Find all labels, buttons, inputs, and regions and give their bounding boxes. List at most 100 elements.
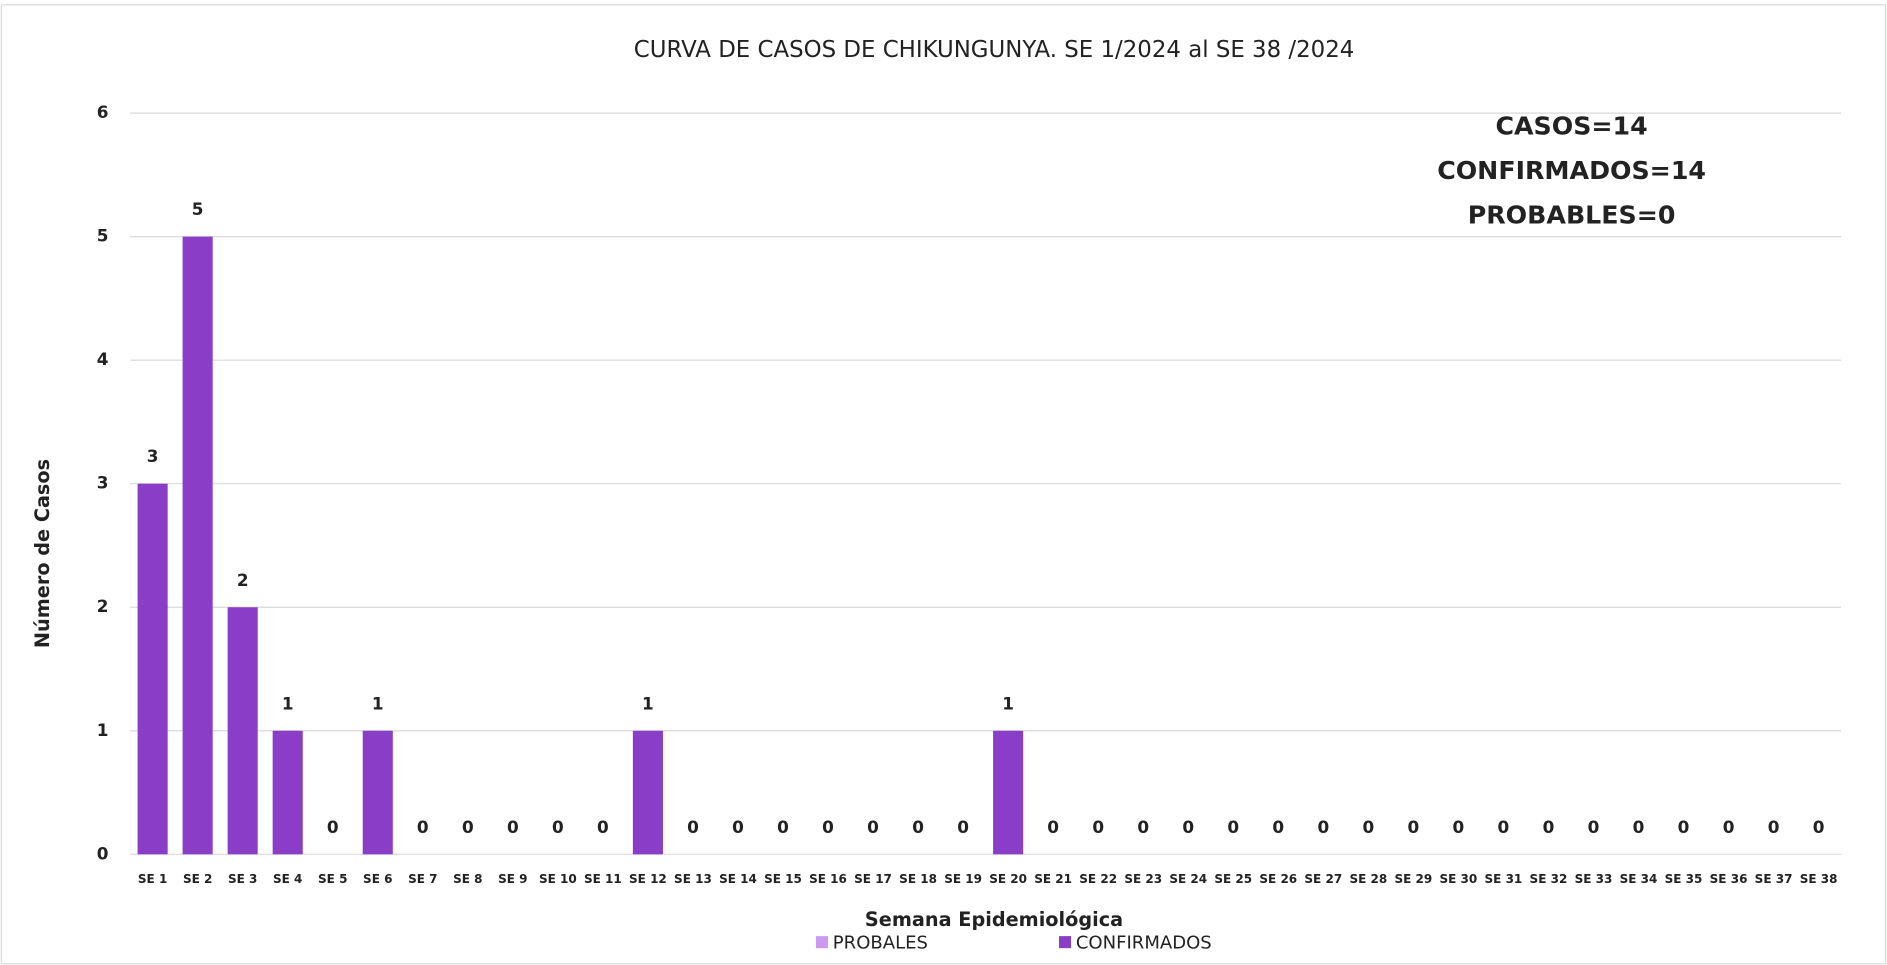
bar — [362, 730, 393, 855]
bar — [632, 730, 663, 855]
annotation: PROBABLES=0 — [1468, 201, 1676, 230]
x-tick-label: SE 30 — [1440, 872, 1478, 886]
data-label: 0 — [867, 817, 879, 837]
x-tick-label: SE 28 — [1349, 872, 1387, 886]
x-tick-label: SE 26 — [1259, 872, 1297, 886]
legend-label: CONFIRMADOS — [1076, 932, 1212, 953]
x-tick-label: SE 18 — [899, 872, 937, 886]
legend-label: PROBALES — [833, 932, 928, 953]
data-label: 1 — [1002, 693, 1014, 713]
data-label: 0 — [1498, 817, 1510, 837]
data-label: 0 — [1227, 817, 1239, 837]
x-tick-label: SE 24 — [1169, 872, 1207, 886]
x-tick-label: SE 14 — [719, 872, 757, 886]
data-label: 0 — [552, 817, 564, 837]
y-tick-label: 2 — [97, 596, 109, 616]
data-label: 5 — [192, 199, 204, 219]
x-tick-label: SE 16 — [809, 872, 847, 886]
data-label: 0 — [822, 817, 834, 837]
data-label: 0 — [1813, 817, 1825, 837]
data-label: 0 — [1362, 817, 1374, 837]
x-tick-label: SE 17 — [854, 872, 892, 886]
x-tick-label: SE 8 — [453, 872, 482, 886]
data-label: 3 — [147, 446, 159, 466]
y-axis-label: Número de Casos — [31, 459, 54, 648]
data-label: 0 — [1047, 817, 1059, 837]
bar — [272, 730, 303, 855]
annotation: CONFIRMADOS=14 — [1437, 156, 1706, 185]
data-label: 0 — [1272, 817, 1284, 837]
y-tick-label: 5 — [97, 226, 109, 246]
x-tick-label: SE 38 — [1800, 872, 1838, 886]
x-tick-label: SE 15 — [764, 872, 802, 886]
x-tick-label: SE 9 — [498, 872, 527, 886]
data-label: 0 — [912, 817, 924, 837]
data-label: 0 — [1543, 817, 1555, 837]
y-tick-label: 4 — [97, 349, 109, 369]
x-tick-label: SE 22 — [1079, 872, 1117, 886]
x-tick-label: SE 23 — [1124, 872, 1162, 886]
bar — [993, 730, 1024, 855]
x-tick-label: SE 10 — [539, 872, 577, 886]
data-label: 0 — [1588, 817, 1600, 837]
data-label: 2 — [237, 570, 249, 590]
x-tick-label: SE 1 — [138, 872, 167, 886]
y-tick-label: 6 — [97, 102, 109, 122]
x-axis-label: Semana Epidemiológica — [865, 908, 1123, 931]
x-tick-label: SE 20 — [989, 872, 1027, 886]
x-tick-label: SE 21 — [1034, 872, 1072, 886]
bar — [227, 607, 258, 855]
x-tick-label: SE 5 — [318, 872, 347, 886]
x-tick-label: SE 7 — [408, 872, 437, 886]
data-label: 0 — [1092, 817, 1104, 837]
x-tick-label: SE 31 — [1485, 872, 1523, 886]
data-label: 0 — [507, 817, 519, 837]
data-label: 0 — [1182, 817, 1194, 837]
data-label: 0 — [732, 817, 744, 837]
data-label: 0 — [1678, 817, 1690, 837]
annotation: CASOS=14 — [1495, 112, 1647, 141]
x-tick-label: SE 11 — [584, 872, 622, 886]
data-label: 0 — [687, 817, 699, 837]
data-label: 0 — [1137, 817, 1149, 837]
data-label: 0 — [1317, 817, 1329, 837]
x-tick-label: SE 13 — [674, 872, 712, 886]
x-tick-label: SE 27 — [1304, 872, 1342, 886]
data-label: 0 — [1408, 817, 1420, 837]
x-tick-label: SE 35 — [1665, 872, 1703, 886]
x-tick-label: SE 6 — [363, 872, 392, 886]
x-tick-label: SE 34 — [1620, 872, 1658, 886]
x-tick-label: SE 2 — [183, 872, 212, 886]
y-tick-label: 3 — [97, 473, 109, 493]
y-tick-label: 0 — [97, 843, 109, 863]
data-label: 0 — [597, 817, 609, 837]
data-label: 0 — [957, 817, 969, 837]
data-label: 1 — [372, 693, 384, 713]
data-label: 0 — [327, 817, 339, 837]
data-label: 0 — [1723, 817, 1735, 837]
bar — [137, 483, 168, 855]
data-label: 0 — [462, 817, 474, 837]
x-tick-label: SE 29 — [1394, 872, 1432, 886]
data-label: 1 — [642, 693, 654, 713]
data-label: 0 — [1768, 817, 1780, 837]
x-tick-label: SE 33 — [1575, 872, 1613, 886]
data-label: 1 — [282, 693, 294, 713]
data-label: 0 — [777, 817, 789, 837]
x-tick-label: SE 4 — [273, 872, 302, 886]
x-tick-label: SE 3 — [228, 872, 257, 886]
x-tick-label: SE 37 — [1755, 872, 1793, 886]
x-tick-label: SE 25 — [1214, 872, 1252, 886]
x-tick-label: SE 19 — [944, 872, 982, 886]
x-tick-label: SE 12 — [629, 872, 667, 886]
data-label: 0 — [417, 817, 429, 837]
bar — [182, 236, 213, 855]
y-tick-label: 1 — [97, 720, 109, 740]
legend-swatch — [1059, 936, 1072, 949]
x-tick-label: SE 36 — [1710, 872, 1748, 886]
legend-swatch — [815, 936, 828, 949]
data-label: 0 — [1453, 817, 1465, 837]
x-tick-label: SE 32 — [1530, 872, 1568, 886]
chart-title: CURVA DE CASOS DE CHIKUNGUNYA. SE 1/2024… — [634, 37, 1354, 63]
